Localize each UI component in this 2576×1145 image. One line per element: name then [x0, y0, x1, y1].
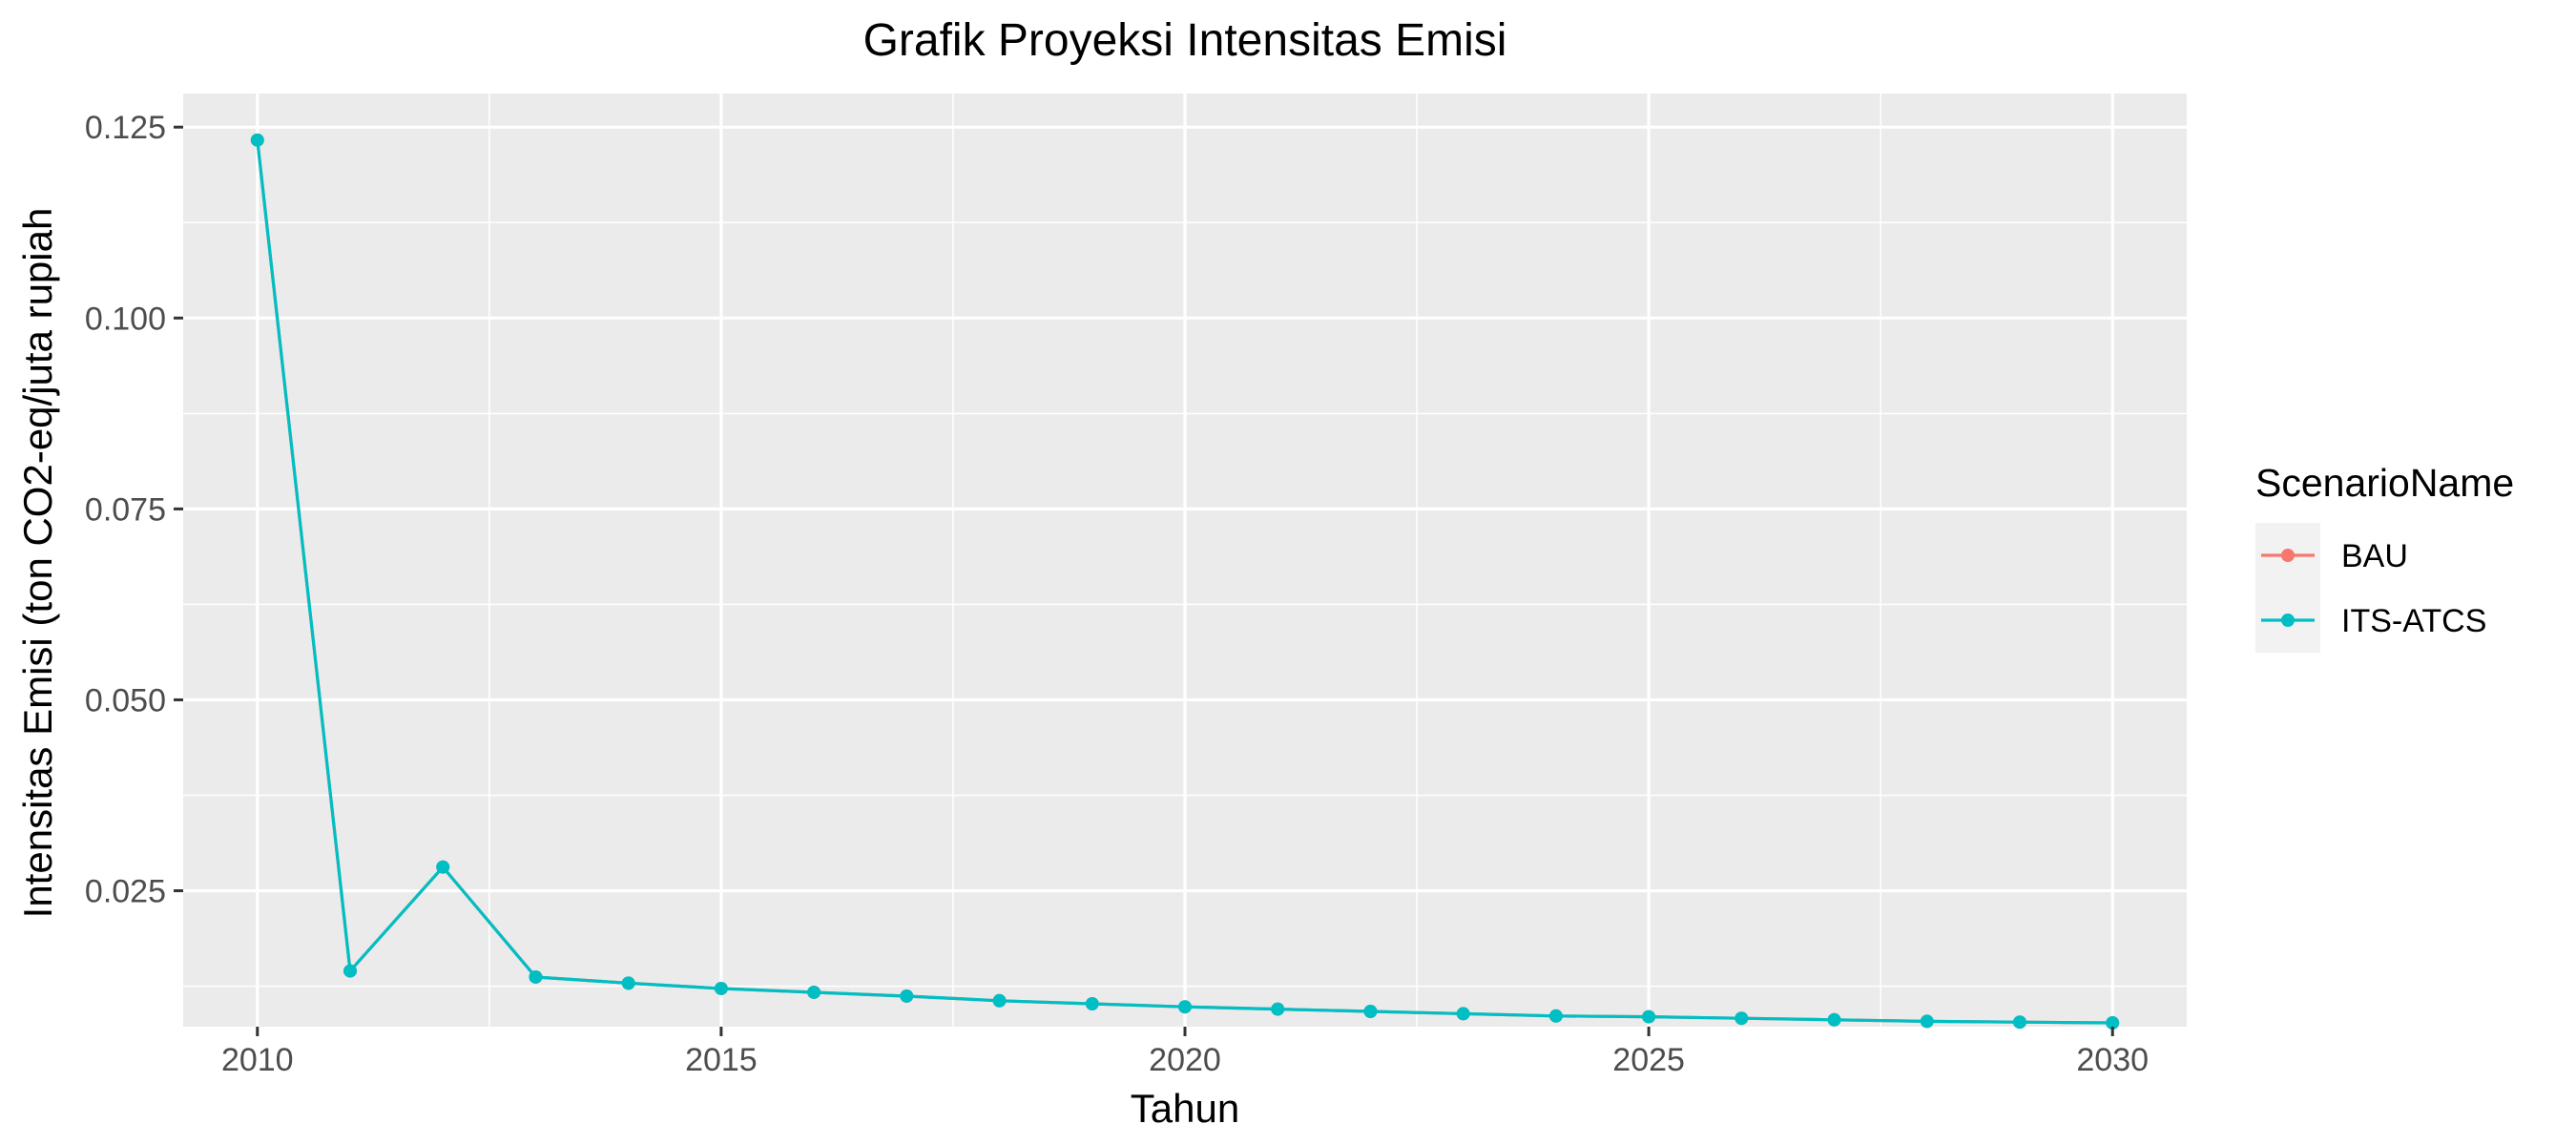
data-point: [529, 969, 543, 984]
legend-key-point: [2281, 549, 2295, 562]
x-axis-title: Tahun: [1131, 1086, 1239, 1131]
y-tick-label: 0.125: [85, 110, 166, 146]
data-point: [436, 860, 450, 874]
x-tick-label: 2030: [2076, 1042, 2149, 1078]
data-point: [2013, 1015, 2026, 1030]
x-tick-label: 2015: [685, 1042, 758, 1078]
x-tick-label: 2020: [1149, 1042, 1221, 1078]
data-point: [343, 964, 357, 978]
y-tick-label: 0.100: [85, 301, 166, 337]
y-tick-label: 0.025: [85, 874, 166, 910]
data-point: [250, 133, 264, 147]
data-point: [714, 981, 728, 995]
legend-label: BAU: [2341, 538, 2408, 574]
data-point: [1827, 1012, 1841, 1027]
data-point: [1456, 1007, 1470, 1021]
legend-label: ITS-ATCS: [2341, 603, 2486, 639]
data-point: [1363, 1004, 1378, 1018]
y-axis-title: Intensitas Emisi (ton CO2-eq/juta rupiah: [15, 208, 60, 919]
data-point: [807, 985, 821, 999]
chart-title: Grafik Proyeksi Intensitas Emisi: [863, 15, 1507, 66]
data-point: [1085, 996, 1099, 1010]
legend-title: ScenarioName: [2255, 461, 2514, 505]
data-point: [2106, 1015, 2120, 1030]
legend-key-point: [2281, 614, 2295, 627]
data-point: [1178, 1000, 1192, 1014]
data-point: [1548, 1009, 1563, 1023]
data-point: [900, 989, 914, 1003]
y-tick-label: 0.075: [85, 491, 166, 528]
data-point: [1642, 1010, 1656, 1024]
data-point: [1735, 1011, 1749, 1026]
data-point: [1271, 1002, 1285, 1016]
data-point: [1920, 1014, 1934, 1029]
y-tick-label: 0.050: [85, 682, 166, 718]
data-point: [992, 993, 1007, 1008]
x-tick-label: 2010: [221, 1042, 294, 1078]
legend: ScenarioName BAU ITS-ATCS: [2255, 461, 2514, 653]
data-point: [621, 976, 635, 990]
x-tick-label: 2025: [1612, 1042, 1685, 1078]
